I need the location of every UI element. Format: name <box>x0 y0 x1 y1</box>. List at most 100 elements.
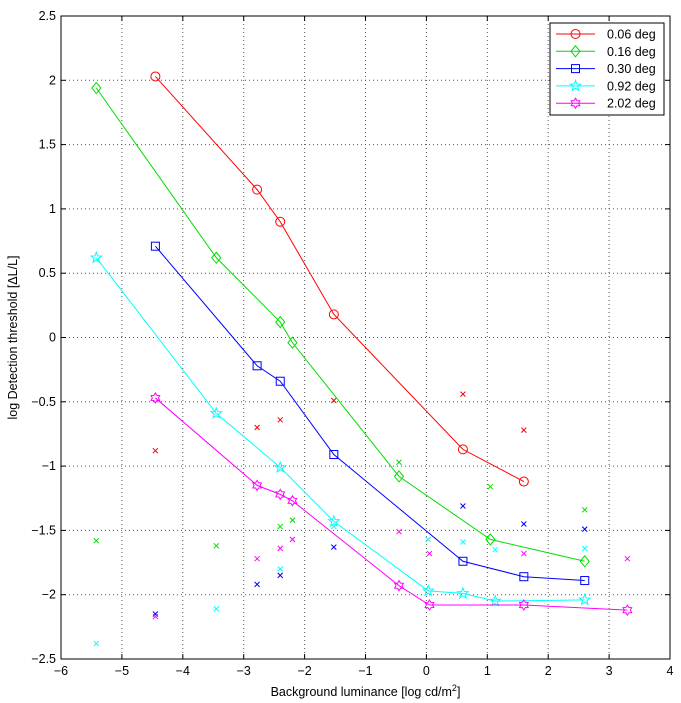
extra-point-stroke <box>254 555 260 562</box>
extra-point-stroke <box>520 427 527 433</box>
series <box>150 241 590 617</box>
y-tick-label: −1.5 <box>31 523 56 537</box>
x-tick-label: 1 <box>484 664 491 678</box>
extra-point <box>330 544 337 550</box>
data-point <box>275 315 286 329</box>
x-tick-label: −2 <box>297 664 311 678</box>
extra-point <box>277 545 284 552</box>
ticks: −6 −5 −4 −3 −2 −1 0 1 2 3 4 2.5 2 1.5 1 0.5 0 −0.5 −1 −1.5 −… <box>31 9 673 678</box>
extra-point <box>254 555 260 562</box>
y-tick-label: −0.5 <box>31 395 56 409</box>
x-tick-label: −6 <box>54 664 68 678</box>
legend-label: 0.16 deg <box>607 45 656 59</box>
extra-point <box>396 528 402 535</box>
extra-point-stroke <box>581 545 588 552</box>
extra-point-stroke <box>492 546 499 553</box>
legend: 0.06 deg 0.16 deg 0.30 deg 0.92 deg 2.02 deg <box>549 22 665 116</box>
x-tick-label: −5 <box>115 664 129 678</box>
extra-point-stroke <box>93 640 100 647</box>
series <box>150 71 529 487</box>
extra-point-stroke <box>289 517 296 523</box>
data-point <box>570 97 581 110</box>
x-tick-label: −4 <box>176 664 190 678</box>
extra-point <box>520 550 527 557</box>
data-point <box>456 586 470 600</box>
data-point <box>571 64 580 74</box>
extra-point <box>152 611 159 617</box>
x-tick-label: 3 <box>606 664 613 678</box>
extra-point <box>581 506 588 513</box>
series <box>150 391 633 620</box>
data-point <box>458 556 468 566</box>
data-point <box>150 241 160 251</box>
extra-point-stroke <box>330 544 337 550</box>
extra-point-stroke <box>152 447 159 454</box>
extra-point-stroke <box>277 572 284 579</box>
extra-point <box>93 640 100 647</box>
extra-point <box>330 523 337 530</box>
legend-entry: 2.02 deg <box>556 97 656 111</box>
data-point <box>251 479 263 492</box>
extra-point <box>277 416 284 423</box>
extra-point-stroke <box>330 397 337 404</box>
x-axis-label-main: Background luminance [log cd/m <box>271 685 452 699</box>
data-point <box>519 572 529 582</box>
extra-point <box>520 427 527 433</box>
series <box>91 81 590 568</box>
y-tick-label: 0 <box>49 331 56 345</box>
extra-point-stroke <box>289 536 296 543</box>
extra-point-stroke <box>277 566 284 572</box>
data-point <box>485 533 496 546</box>
y-tick-label: 1.5 <box>39 138 56 152</box>
y-axis-label: log Detection threshold [ΔL/L] <box>6 255 20 419</box>
data-point <box>150 71 161 82</box>
extra-point-stroke <box>213 542 220 549</box>
x-tick-label: −1 <box>358 664 372 678</box>
legend-label: 0.30 deg <box>607 62 656 76</box>
data-point <box>211 251 222 265</box>
extra-point <box>396 459 402 466</box>
extra-point <box>460 539 466 545</box>
extra-point-stroke <box>330 523 337 530</box>
data-point <box>287 336 298 349</box>
extra-point-stroke <box>581 506 588 513</box>
extra-point-stroke <box>425 536 432 543</box>
legend-label: 0.06 deg <box>607 28 656 42</box>
data-point <box>570 45 581 58</box>
extra-point <box>330 397 337 404</box>
data-point <box>424 599 435 611</box>
extra-point <box>425 536 432 543</box>
x-tick-label: 0 <box>423 664 430 678</box>
data-point <box>275 376 285 386</box>
data-point <box>328 309 339 320</box>
extra-point <box>152 613 159 620</box>
y-tick-label: 1 <box>49 202 56 216</box>
extra-point-stroke <box>396 528 402 535</box>
extra-point <box>93 537 100 544</box>
legend-label: 0.92 deg <box>607 79 656 93</box>
data-point <box>579 554 590 568</box>
y-tick-label: −2.5 <box>31 652 56 666</box>
series-layer <box>89 71 633 647</box>
extra-point-stroke <box>426 550 433 557</box>
extra-point-stroke <box>624 555 631 562</box>
extra-point <box>426 550 433 557</box>
x-tick-label: 2 <box>545 664 552 678</box>
extra-point <box>289 536 296 543</box>
series-line <box>155 245 585 582</box>
extra-point <box>254 581 260 588</box>
data-point <box>518 476 529 487</box>
data-point <box>275 488 286 501</box>
data-point <box>275 216 286 227</box>
extra-point-stroke <box>460 539 466 545</box>
data-point <box>518 599 529 611</box>
x-tick-label: −3 <box>237 664 251 678</box>
extra-point <box>581 545 588 552</box>
grid <box>61 16 670 659</box>
series <box>89 250 592 647</box>
extra-point <box>460 503 466 509</box>
data-point <box>393 470 405 483</box>
extra-point <box>277 566 284 572</box>
legend-entry: 0.16 deg <box>556 45 656 59</box>
